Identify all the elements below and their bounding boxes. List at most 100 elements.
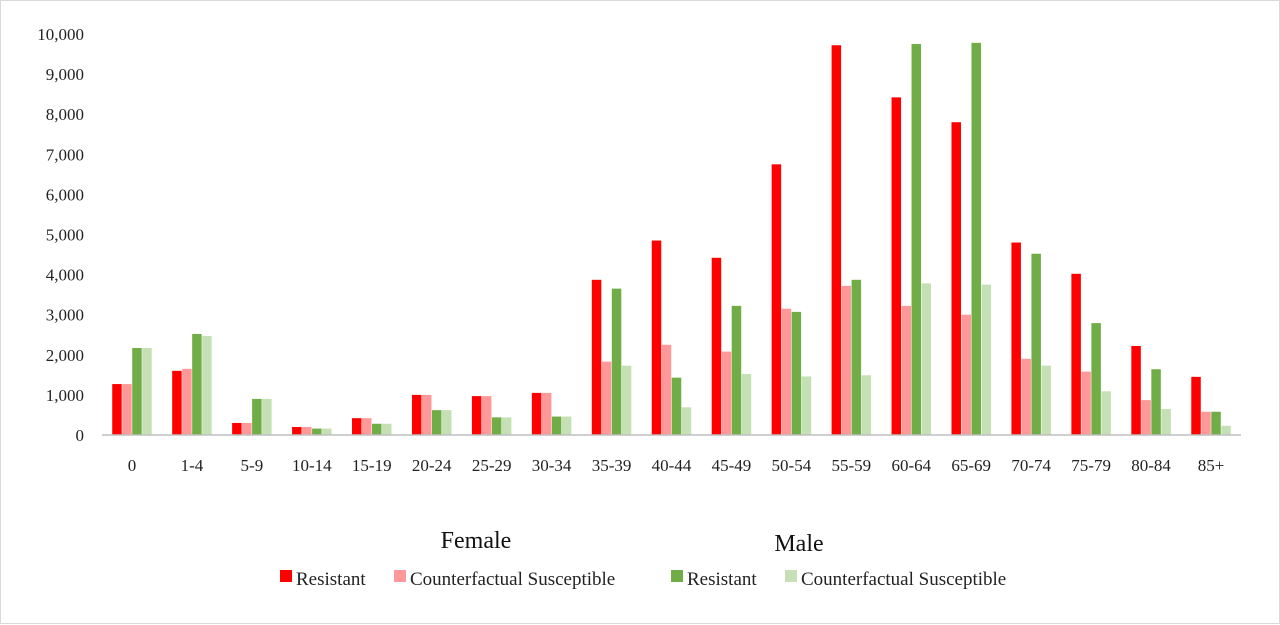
bar-female-resistant-5-9 [232, 422, 242, 435]
bar-female-resistant-35-39 [591, 279, 602, 435]
legend-swatch-male-resistant [671, 570, 683, 582]
bar-female-counterfactual-5-9 [242, 422, 252, 435]
y-tick-label: 8,000 [46, 105, 84, 124]
bar-male-resistant-10-14 [312, 428, 322, 435]
x-tick-labels: 0 1-4 5-9 10-14 15-19 20-24 25-29 30-34 35-39 40-… [128, 456, 1225, 475]
bar-male-resistant-15-19 [372, 423, 382, 435]
bar-male-resistant-45-49 [731, 305, 742, 435]
y-tick-label: 3,000 [46, 306, 84, 325]
bar-male-counterfactual-35-39 [621, 365, 632, 435]
bar-male-resistant-5-9 [252, 398, 262, 435]
bar-female-counterfactual-35-39 [601, 361, 612, 435]
bar-female-counterfactual-30-34 [541, 392, 552, 435]
bar-female-counterfactual-70-74 [1021, 358, 1031, 435]
bar-male-counterfactual-1-4 [202, 335, 212, 435]
y-tick-labels: 0 1,000 2,000 3,000 4,000 5,000 6,000 7,000 8,00… [37, 25, 84, 445]
bar-male-counterfactual-85+ [1221, 425, 1231, 435]
x-tick-label: 5-9 [241, 456, 264, 475]
x-tick-label: 15-19 [352, 456, 392, 475]
bar-female-resistant-50-54 [771, 164, 782, 435]
bar-male-counterfactual-50-54 [801, 376, 812, 435]
x-tick-label: 30-34 [532, 456, 572, 475]
bar-male-resistant-1-4 [192, 333, 202, 435]
bar-female-counterfactual-50-54 [781, 308, 792, 435]
bar-female-resistant-80-84 [1131, 345, 1141, 435]
bar-female-resistant-60-64 [891, 97, 902, 436]
x-tick-label: 65-69 [951, 456, 991, 475]
bar-female-counterfactual-60-64 [901, 305, 912, 435]
bar-female-resistant-45-49 [711, 257, 722, 435]
x-tick-label: 50-54 [772, 456, 812, 475]
bar-female-counterfactual-1-4 [182, 368, 192, 435]
bar-female-resistant-0 [112, 384, 122, 435]
bar-male-resistant-35-39 [611, 288, 622, 435]
bar-male-counterfactual-45-49 [741, 374, 752, 435]
legend-swatch-female-resistant [280, 570, 292, 582]
x-tick-label: 35-39 [592, 456, 632, 475]
x-tick-label: 0 [128, 456, 137, 475]
bar-male-resistant-80-84 [1151, 369, 1161, 435]
bar-female-resistant-75-79 [1071, 273, 1081, 435]
group-label-male: Male [774, 531, 823, 557]
legend-label-male-counterfactual: Counterfactual Susceptible [801, 569, 1006, 590]
x-tick-label: 20-24 [412, 456, 452, 475]
y-tick-label: 2,000 [46, 346, 84, 365]
bar-male-resistant-60-64 [911, 44, 922, 435]
bar-male-counterfactual-10-14 [322, 428, 332, 435]
bar-female-counterfactual-40-44 [661, 344, 672, 435]
y-tick-label: 5,000 [46, 226, 84, 245]
bar-male-counterfactual-20-24 [441, 410, 452, 435]
bar-female-counterfactual-65-69 [961, 314, 971, 435]
bar-male-resistant-25-29 [491, 417, 502, 435]
bar-female-counterfactual-75-79 [1081, 371, 1091, 435]
bar-female-counterfactual-85+ [1201, 411, 1211, 435]
bar-male-counterfactual-55-59 [861, 375, 872, 435]
x-tick-label: 40-44 [652, 456, 692, 475]
bar-male-resistant-40-44 [671, 377, 682, 435]
x-tick-label: 45-49 [712, 456, 752, 475]
bar-female-resistant-20-24 [411, 394, 422, 435]
bar-female-resistant-40-44 [651, 240, 662, 435]
y-tick-label: 4,000 [46, 266, 84, 285]
bar-male-counterfactual-25-29 [501, 417, 512, 435]
bar-male-counterfactual-15-19 [382, 423, 392, 435]
bar-male-counterfactual-5-9 [262, 398, 272, 435]
bar-male-counterfactual-80-84 [1161, 408, 1171, 435]
bar-male-counterfactual-60-64 [921, 283, 932, 435]
group-label-female: Female [441, 528, 512, 554]
bar-male-counterfactual-70-74 [1041, 365, 1051, 435]
bar-male-resistant-55-59 [851, 279, 862, 435]
x-tick-label: 75-79 [1071, 456, 1111, 475]
x-tick-label: 60-64 [891, 456, 931, 475]
x-tick-label: 85+ [1198, 456, 1225, 475]
bars-layer [112, 42, 1231, 436]
bar-female-counterfactual-15-19 [362, 418, 372, 435]
bar-male-counterfactual-40-44 [681, 407, 692, 435]
y-tick-label: 10,000 [37, 25, 84, 44]
bar-male-resistant-0 [132, 347, 142, 435]
x-tick-label: 1-4 [181, 456, 204, 475]
bar-female-counterfactual-80-84 [1141, 400, 1151, 435]
bar-female-resistant-1-4 [172, 370, 182, 435]
legend: Resistant Counterfactual Susceptible Res… [280, 569, 1006, 590]
x-tick-label: 25-29 [472, 456, 512, 475]
bar-male-counterfactual-75-79 [1101, 391, 1111, 435]
bar-male-resistant-85+ [1211, 411, 1221, 435]
y-tick-label: 6,000 [46, 185, 84, 204]
y-tick-label: 0 [76, 426, 85, 445]
x-tick-label: 70-74 [1011, 456, 1051, 475]
bar-female-resistant-10-14 [292, 426, 302, 435]
bar-male-resistant-30-34 [551, 416, 562, 435]
legend-label-female-counterfactual: Counterfactual Susceptible [410, 569, 615, 590]
bar-female-resistant-15-19 [352, 418, 362, 435]
y-tick-label: 1,000 [46, 386, 84, 405]
bar-male-resistant-65-69 [971, 42, 981, 435]
bar-male-counterfactual-30-34 [561, 416, 572, 435]
bar-male-counterfactual-65-69 [981, 284, 991, 436]
legend-swatch-female-counterfactual [394, 570, 406, 582]
bar-male-counterfactual-0 [142, 347, 152, 435]
y-tick-label: 9,000 [46, 65, 84, 84]
x-tick-label: 10-14 [292, 456, 332, 475]
